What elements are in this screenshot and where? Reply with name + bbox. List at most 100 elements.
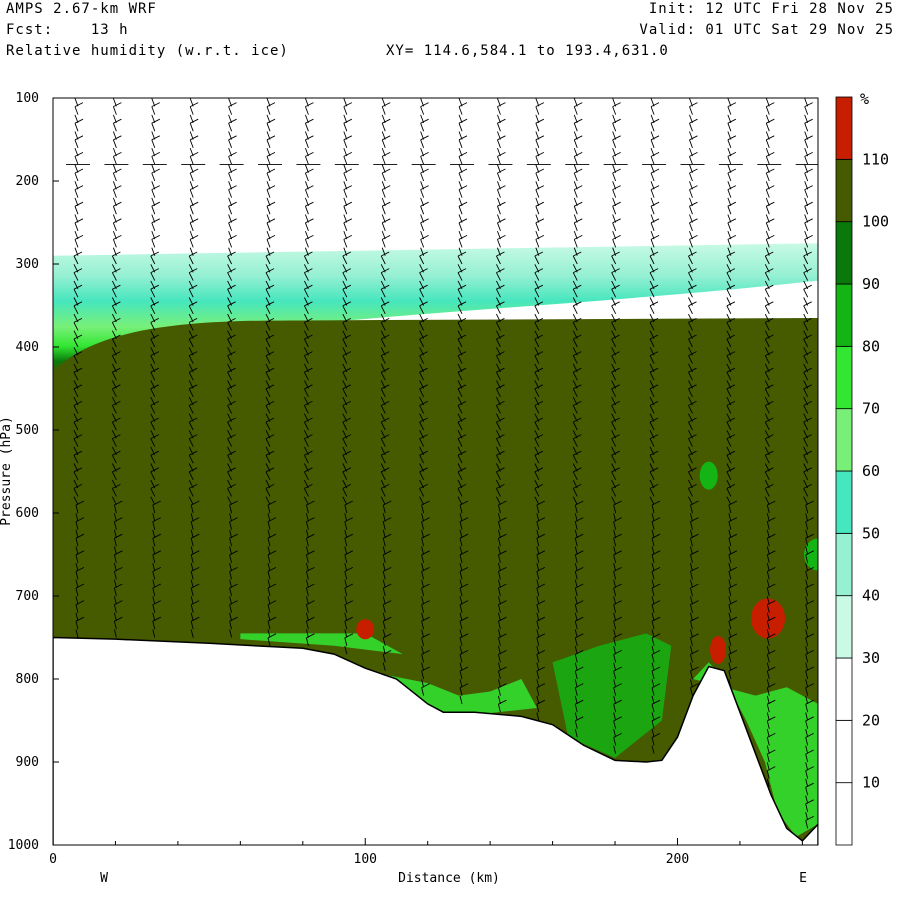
wind-barb-flag xyxy=(613,550,622,556)
wind-barb-flag xyxy=(188,434,198,440)
wind-barb xyxy=(229,521,233,530)
rh-max-spot xyxy=(751,598,786,639)
wind-barb xyxy=(150,454,156,464)
wind-barb-flag xyxy=(689,102,698,108)
wind-barb-flag xyxy=(343,218,353,224)
wind-barb xyxy=(651,745,655,754)
wind-barb-flag xyxy=(498,550,507,556)
wind-barb xyxy=(459,513,463,522)
wind-barb-flag xyxy=(383,517,392,523)
wind-barb-flag xyxy=(575,517,584,523)
wind-barb xyxy=(75,571,79,580)
wind-barb-flag xyxy=(804,135,813,141)
wind-barb xyxy=(690,554,693,563)
wind-barb-flag xyxy=(803,384,812,390)
wind-barb-flag xyxy=(342,317,352,323)
wind-barb xyxy=(612,222,617,231)
wind-barb-flag xyxy=(151,218,160,224)
wind-barb xyxy=(534,305,540,315)
wind-barb xyxy=(74,106,79,115)
wind-barb xyxy=(151,206,156,215)
wind-barb xyxy=(112,206,117,215)
wind-barb-flag xyxy=(151,168,160,174)
wind-barb-flag xyxy=(728,566,738,572)
wind-barb-flag xyxy=(690,583,699,589)
wind-barb xyxy=(304,305,309,315)
x-tick-label: 100 xyxy=(354,852,377,867)
wind-barb xyxy=(536,504,540,514)
wind-barb xyxy=(457,288,463,298)
wind-barb-flag xyxy=(611,268,620,274)
wind-barb xyxy=(73,338,79,348)
wind-barb xyxy=(765,106,770,115)
wind-barb-flag xyxy=(574,102,583,108)
wind-barb xyxy=(419,421,425,431)
wind-barb xyxy=(726,371,732,381)
wind-barb xyxy=(535,123,540,132)
wind-barb xyxy=(304,123,309,132)
wind-barb-flag xyxy=(227,384,236,390)
y-tick-label: 300 xyxy=(16,257,39,272)
wind-barb xyxy=(534,371,540,381)
wind-barb xyxy=(421,670,425,680)
wind-barb-flag xyxy=(767,716,776,722)
wind-barb xyxy=(421,645,425,655)
wind-barb-flag xyxy=(188,268,198,274)
wind-barb-flag xyxy=(804,201,813,207)
wind-barb xyxy=(227,488,233,497)
wind-barb xyxy=(613,538,617,547)
wind-barb xyxy=(150,371,156,381)
wind-barb xyxy=(805,629,809,638)
wind-barb-flag xyxy=(536,517,546,523)
wind-barb xyxy=(421,687,425,696)
wind-barb-flag xyxy=(381,367,390,373)
wind-barb-flag xyxy=(726,351,736,357)
wind-barb xyxy=(265,322,271,331)
wind-barb xyxy=(651,737,655,746)
wind-barb xyxy=(688,355,693,364)
wind-barb xyxy=(496,496,501,505)
wind-barb xyxy=(73,371,79,381)
wind-barb xyxy=(113,596,117,605)
wind-barb xyxy=(726,305,732,315)
wind-barb-flag xyxy=(112,400,121,406)
wind-barb-flag xyxy=(498,699,507,705)
wind-barb xyxy=(458,206,463,215)
wind-barb-flag xyxy=(689,135,698,141)
wind-barb xyxy=(421,604,425,613)
wind-barb-flag xyxy=(766,151,775,157)
wind-barb-flag xyxy=(688,301,697,307)
wind-barb xyxy=(651,654,655,663)
wind-barb xyxy=(457,438,463,447)
wind-barb xyxy=(805,770,809,779)
wind-barb xyxy=(189,239,194,248)
wind-barb xyxy=(534,438,540,447)
wind-barb-flag xyxy=(613,566,622,572)
wind-barb-flag xyxy=(229,517,238,523)
wind-barb xyxy=(534,272,540,281)
wind-barb-flag xyxy=(342,434,352,440)
wind-barb xyxy=(574,546,578,555)
colorbar-label: 40 xyxy=(862,587,880,605)
wind-barb xyxy=(304,371,309,381)
wind-barb xyxy=(188,322,194,331)
wind-barb-flag xyxy=(804,185,813,191)
wind-barb xyxy=(690,504,693,514)
wind-barb-flag xyxy=(767,732,776,738)
wind-barb xyxy=(111,421,117,431)
wind-barb xyxy=(803,496,809,505)
wind-barb xyxy=(459,687,463,696)
wind-barb xyxy=(459,562,463,572)
wind-barb-flag xyxy=(228,102,237,108)
wind-barb-flag xyxy=(805,683,814,689)
wind-barb xyxy=(534,255,540,265)
wind-barb xyxy=(651,521,655,530)
wind-barb xyxy=(459,596,463,605)
wind-barb-flag xyxy=(73,367,83,373)
wind-barb xyxy=(804,139,809,148)
wind-barb xyxy=(227,338,233,348)
wind-barb xyxy=(726,471,732,481)
wind-barb xyxy=(534,488,540,497)
x-tick-label: 0 xyxy=(49,852,57,867)
wind-barb xyxy=(190,546,194,555)
